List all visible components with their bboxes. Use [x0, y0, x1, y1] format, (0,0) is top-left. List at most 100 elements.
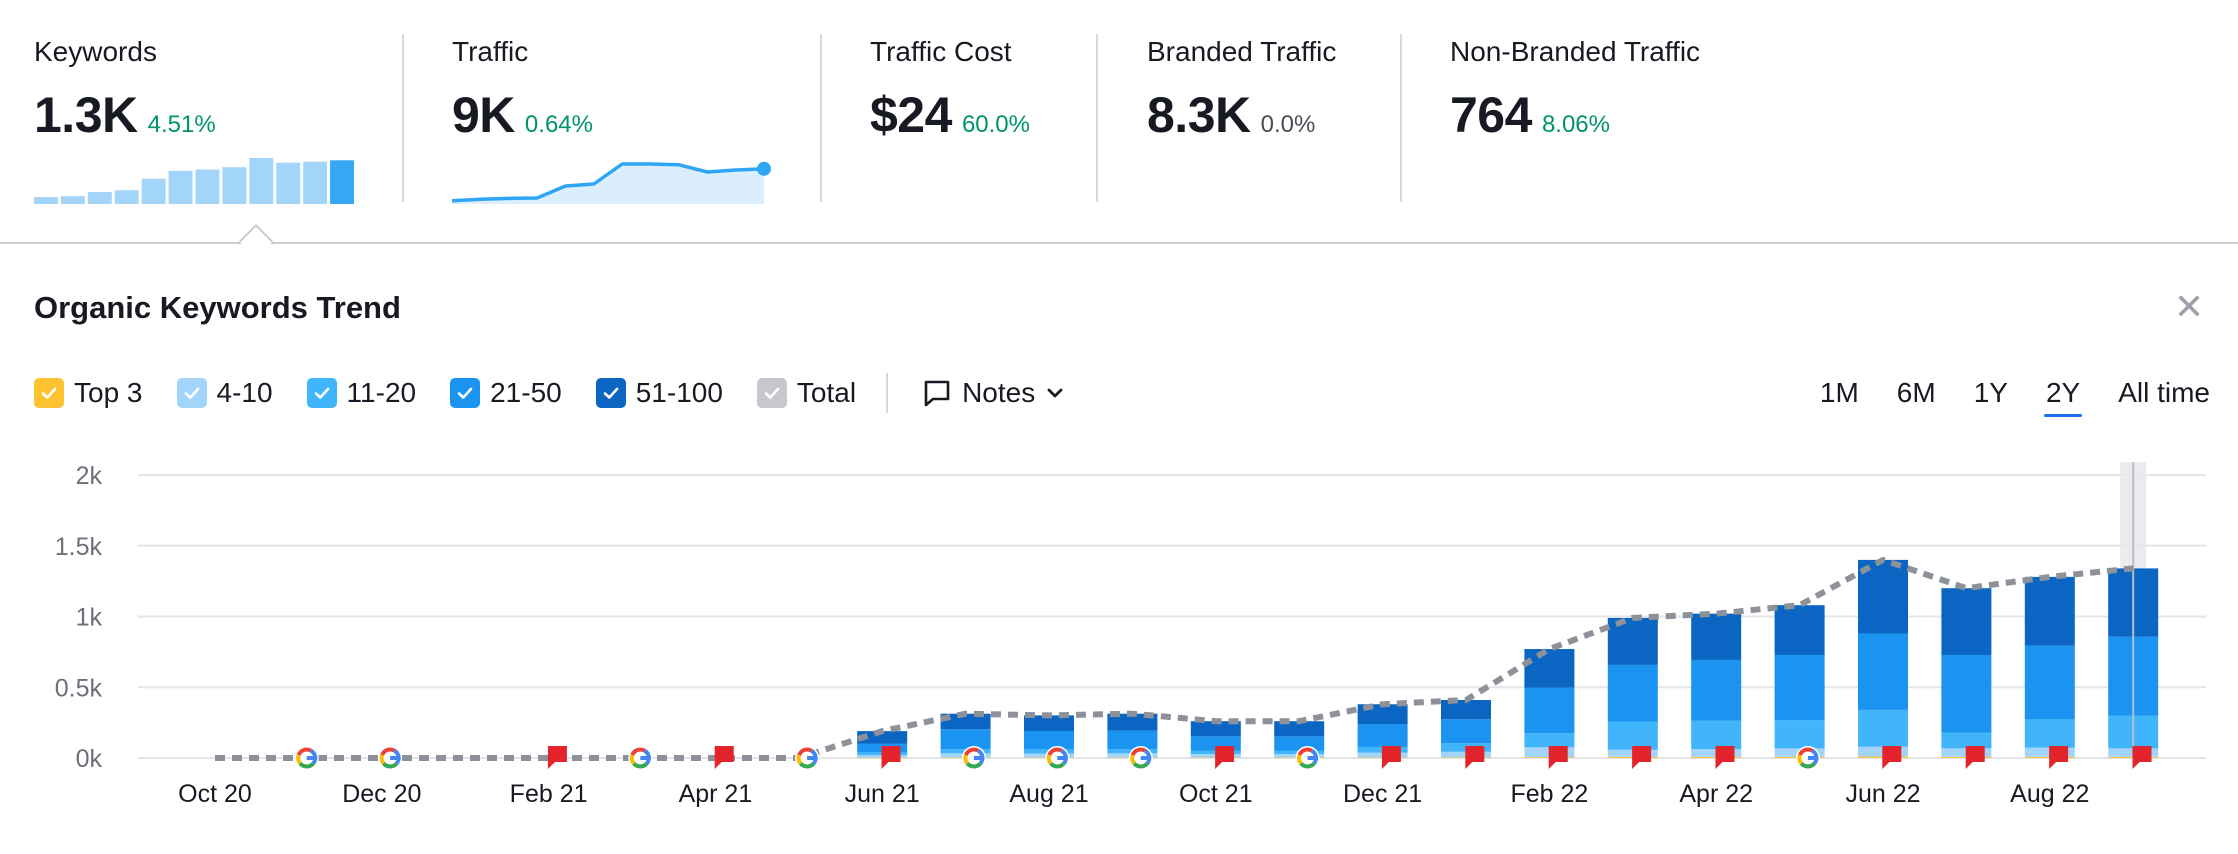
bar-segment[interactable] [1524, 687, 1575, 734]
metric-value: 8.3K [1147, 87, 1251, 143]
legend-4-10[interactable]: 4-10 [176, 377, 273, 409]
google-update-icon[interactable] [1045, 746, 1070, 770]
bar-segment[interactable] [1441, 719, 1491, 744]
note-flag-icon[interactable] [1715, 746, 1735, 769]
note-flag-icon[interactable] [1465, 746, 1485, 769]
bar-segment[interactable] [1357, 724, 1408, 747]
checkbox-icon[interactable] [595, 378, 626, 408]
bar-segment[interactable] [1274, 721, 1325, 737]
bar-segment[interactable] [1607, 617, 1658, 665]
mini-bar [87, 192, 112, 204]
google-update-icon[interactable] [961, 746, 986, 770]
bar-segment[interactable] [1691, 720, 1742, 750]
metric-traffic[interactable]: Traffic 9K 0.64% [452, 36, 782, 206]
bar-segment[interactable] [1524, 733, 1575, 748]
bar-segment[interactable] [1774, 605, 1825, 655]
bar-segment[interactable] [1691, 659, 1742, 721]
range-all-time[interactable]: All time [2118, 377, 2210, 408]
bar-segment[interactable] [1607, 664, 1658, 722]
google-update-icon[interactable] [1128, 746, 1153, 770]
google-update-icon[interactable] [628, 746, 653, 770]
bar-segment[interactable] [1607, 721, 1658, 750]
google-update-icon[interactable] [795, 746, 820, 770]
bar-segment[interactable] [940, 713, 991, 730]
bar-segment[interactable] [1024, 730, 1074, 750]
bar-segment[interactable] [857, 731, 908, 744]
note-flag-icon[interactable] [2132, 746, 2152, 769]
legend-top-3[interactable]: Top 3 [34, 377, 143, 409]
metric-value: 1.3K [34, 87, 138, 143]
bar-segment[interactable] [1774, 654, 1825, 721]
bar-segment[interactable] [1691, 613, 1742, 660]
bar-segment[interactable] [940, 729, 991, 750]
mini-bar [195, 169, 220, 204]
note-flag-icon[interactable] [1381, 746, 1401, 769]
bar-segment[interactable] [1024, 715, 1074, 731]
google-update-icon[interactable] [1795, 746, 1820, 770]
x-tick-label: Feb 22 [1510, 780, 1588, 808]
legend-51-100[interactable]: 51-100 [595, 377, 723, 409]
metric-label: Traffic [452, 36, 529, 67]
note-flag-icon[interactable] [881, 746, 901, 769]
metrics-divider-line [0, 242, 2238, 244]
bar-segment[interactable] [1858, 709, 1908, 747]
bar-segment[interactable] [2024, 645, 2075, 720]
checkbox-icon[interactable] [34, 378, 64, 408]
checkbox-icon[interactable] [306, 378, 337, 408]
legend-21-50[interactable]: 21-50 [450, 377, 562, 409]
time-range-selector: 1M 6M 1Y 2Y All time [1782, 373, 2210, 417]
bar-segment[interactable] [1858, 633, 1908, 710]
range-1y[interactable]: 1Y [1973, 377, 2008, 408]
range-2y[interactable]: 2Y [2043, 377, 2083, 417]
range-1m[interactable]: 1M [1819, 377, 1859, 408]
x-tick-label: Aug 22 [2010, 780, 2089, 808]
bar-segment[interactable] [1774, 720, 1825, 749]
note-flag-icon[interactable] [1548, 746, 1568, 769]
bar-segment[interactable] [1107, 730, 1158, 750]
y-tick-label: 1.5k [55, 533, 103, 561]
google-update-icon[interactable] [294, 746, 319, 770]
bar-segment[interactable] [1941, 732, 1992, 749]
note-flag-icon[interactable] [714, 746, 734, 769]
checkbox-icon[interactable] [176, 378, 207, 408]
metric-divider [1400, 34, 1402, 202]
notes-dropdown[interactable]: Notes [922, 377, 1065, 409]
legend-total[interactable]: Total [756, 377, 856, 409]
bar-segment[interactable] [2024, 719, 2075, 748]
legend-11-20[interactable]: 11-20 [306, 377, 416, 409]
note-flag-icon[interactable] [2049, 746, 2069, 769]
checkbox-icon[interactable] [756, 378, 787, 408]
metric-traffic-cost[interactable]: Traffic Cost $24 60.0% [870, 36, 1030, 144]
x-tick-label: Oct 21 [1179, 780, 1253, 808]
metric-branded-traffic[interactable]: Branded Traffic 8.3K 0.0% [1147, 36, 1336, 144]
bar-segment[interactable] [1941, 654, 1992, 733]
metric-keywords[interactable]: Keywords 1.3K 4.51% [34, 36, 364, 206]
mini-bar [60, 196, 85, 204]
section-title: Organic Keywords Trend [34, 290, 401, 325]
metric-delta: 60.0% [961, 111, 1030, 138]
metrics-bar: Keywords 1.3K 4.51% Traffic 9K 0.64% Tra… [0, 0, 2238, 243]
bar-segment[interactable] [1107, 713, 1158, 731]
metric-label: Keywords [34, 36, 157, 67]
checkbox-icon[interactable] [450, 378, 481, 408]
range-6m[interactable]: 6M [1896, 377, 1936, 408]
metric-non-branded-traffic[interactable]: Non-Branded Traffic 764 8.06% [1450, 36, 1700, 144]
bar-segment[interactable] [1524, 649, 1575, 688]
note-flag-icon[interactable] [1965, 746, 1985, 769]
note-flag-icon[interactable] [1632, 746, 1652, 769]
google-update-icon[interactable] [1295, 746, 1320, 770]
note-flag-icon[interactable] [1215, 746, 1235, 769]
bar-segment[interactable] [2024, 576, 2075, 646]
note-flag-icon[interactable] [1882, 746, 1902, 769]
bar-segment[interactable] [1941, 588, 1992, 655]
close-icon[interactable]: ✕ [2174, 286, 2205, 327]
mini-bar [168, 170, 193, 204]
google-update-icon[interactable] [378, 746, 403, 770]
legend-label: 51-100 [635, 377, 723, 408]
bar-segment[interactable] [1190, 721, 1241, 737]
bar-segment[interactable] [1441, 699, 1491, 720]
metric-delta: 4.51% [147, 111, 216, 138]
bar-segment[interactable] [1274, 736, 1325, 751]
note-flag-icon[interactable] [547, 746, 567, 769]
legend-label: 21-50 [490, 377, 562, 408]
